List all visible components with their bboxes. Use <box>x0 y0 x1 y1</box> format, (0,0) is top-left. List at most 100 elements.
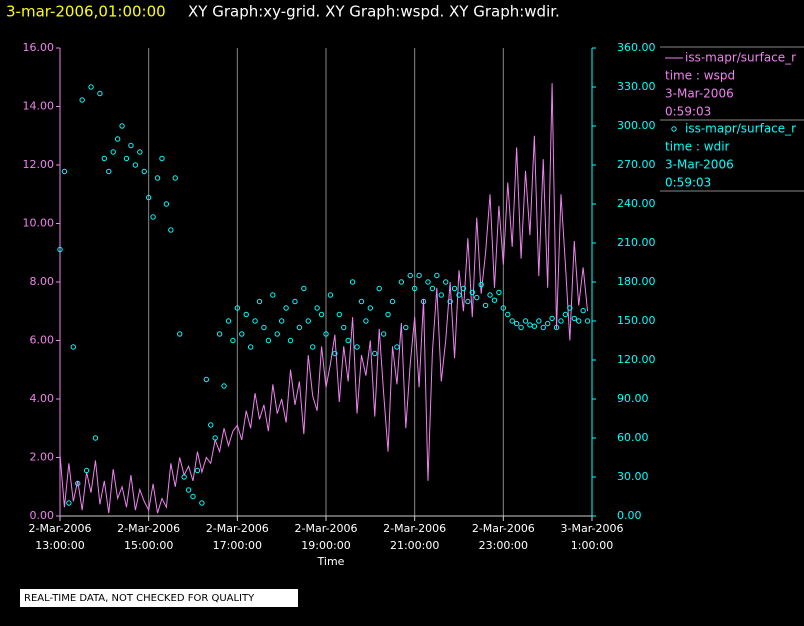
legend-detail: 3-Mar-2006 <box>665 87 734 101</box>
scatter-point <box>261 324 267 331</box>
scatter-point <box>553 324 560 331</box>
scatter-point <box>252 318 258 324</box>
scatter-point <box>505 311 511 318</box>
legend-swatch <box>671 126 677 132</box>
scatter-point <box>137 149 143 155</box>
x-tick-label: 3-Mar-2006 <box>561 522 624 535</box>
scatter-point <box>145 194 152 201</box>
scatter-point <box>434 272 440 279</box>
scatter-point <box>75 480 81 487</box>
scatter-point <box>385 311 391 318</box>
y-tick-label: 2.00 <box>30 451 55 464</box>
scatter-point <box>531 323 538 329</box>
x-tick-label: 2-Mar-2006 <box>472 522 535 535</box>
y-tick-label: 10.00 <box>23 217 55 230</box>
x-tick-label: 23:00:00 <box>479 539 528 552</box>
y2-tick-label: 210.00 <box>617 236 656 249</box>
scatter-point <box>345 337 351 344</box>
scatter-point <box>341 324 347 331</box>
scatter-point <box>425 279 431 285</box>
scatter-point <box>128 142 134 149</box>
scatter-point <box>154 175 161 181</box>
scatter-point <box>323 331 329 337</box>
y2-tick-label: 120.00 <box>617 353 656 366</box>
y-tick-label: 4.00 <box>30 392 55 405</box>
x-tick-label: 1:00:00 <box>571 539 613 552</box>
y-tick-label: 0.00 <box>30 509 55 522</box>
y2-tick-label: 30.00 <box>617 470 649 483</box>
scatter-point <box>101 155 108 162</box>
x-axis-label: Time <box>317 555 345 568</box>
y2-tick-label: 60.00 <box>617 431 649 444</box>
scatter-point <box>443 279 449 285</box>
y2-tick-label: 330.00 <box>617 80 656 93</box>
scatter-point <box>265 337 272 344</box>
scatter-point <box>310 344 316 350</box>
line-series <box>59 83 589 514</box>
scatter-point <box>354 344 360 350</box>
scatter-point <box>487 292 493 298</box>
scatter-point <box>270 292 276 298</box>
scatter-point <box>513 320 520 327</box>
scatter-point <box>336 311 342 318</box>
scatter-point <box>394 344 400 350</box>
x-tick-label: 2-Mar-2006 <box>295 522 358 535</box>
scatter-point <box>536 318 542 324</box>
scatter-point <box>274 331 280 337</box>
scatter-point <box>181 474 187 480</box>
scatter-point <box>411 285 418 292</box>
scatter-point <box>79 97 85 103</box>
scatter-point <box>562 311 569 318</box>
scatter-point <box>465 298 471 305</box>
legend-label: iss-mapr/surface_r <box>685 51 796 65</box>
y2-tick-label: 180.00 <box>617 275 656 288</box>
scatter-point <box>185 487 192 493</box>
y-tick-label: 8.00 <box>30 275 55 288</box>
scatter-point <box>518 324 524 331</box>
scatter-point <box>332 350 338 357</box>
scatter-point <box>456 292 462 298</box>
y-tick-label: 14.00 <box>23 100 55 113</box>
scatter-point <box>239 331 245 337</box>
scatter-point <box>544 320 551 327</box>
scatter-point <box>549 315 555 322</box>
scatter-point <box>283 305 289 311</box>
scatter-point <box>57 246 63 253</box>
scatter-point <box>522 318 529 324</box>
scatter-point <box>278 318 285 324</box>
scatter-point <box>500 305 507 311</box>
scatter-point <box>416 272 422 279</box>
legend-detail: time : wspd <box>665 69 735 83</box>
legend-detail: 3-Mar-2006 <box>665 158 734 172</box>
chart-subtitle: XY Graph:xy-grid. XY Graph:wspd. XY Grap… <box>188 3 560 21</box>
scatter-point <box>287 337 294 344</box>
scatter-point <box>159 155 165 162</box>
y-tick-label: 6.00 <box>30 334 55 347</box>
scatter-point <box>110 149 116 155</box>
scatter-point <box>491 297 498 303</box>
scatter-point <box>177 331 183 337</box>
scatter-point <box>123 155 130 162</box>
scatter-point <box>194 467 201 474</box>
y2-tick-label: 270.00 <box>617 158 656 171</box>
scatter-point <box>301 285 307 292</box>
scatter-point <box>558 318 564 324</box>
scatter-point <box>447 298 453 305</box>
scatter-point <box>190 493 196 500</box>
scatter-point <box>403 324 409 331</box>
scatter-point <box>349 279 356 285</box>
scatter-point <box>66 500 72 506</box>
scatter-point <box>243 311 249 318</box>
scatter-point <box>61 168 68 175</box>
chart-title: 3-mar-2006,01:00:00 <box>6 3 166 21</box>
scatter-point <box>168 227 174 233</box>
scatter-point <box>584 318 591 324</box>
x-tick-label: 13:00:00 <box>35 539 84 552</box>
scatter-point <box>119 123 125 129</box>
scatter-point <box>540 324 546 331</box>
scatter-point <box>141 168 147 175</box>
scatter-point <box>509 318 515 324</box>
scatter-point <box>376 285 382 292</box>
